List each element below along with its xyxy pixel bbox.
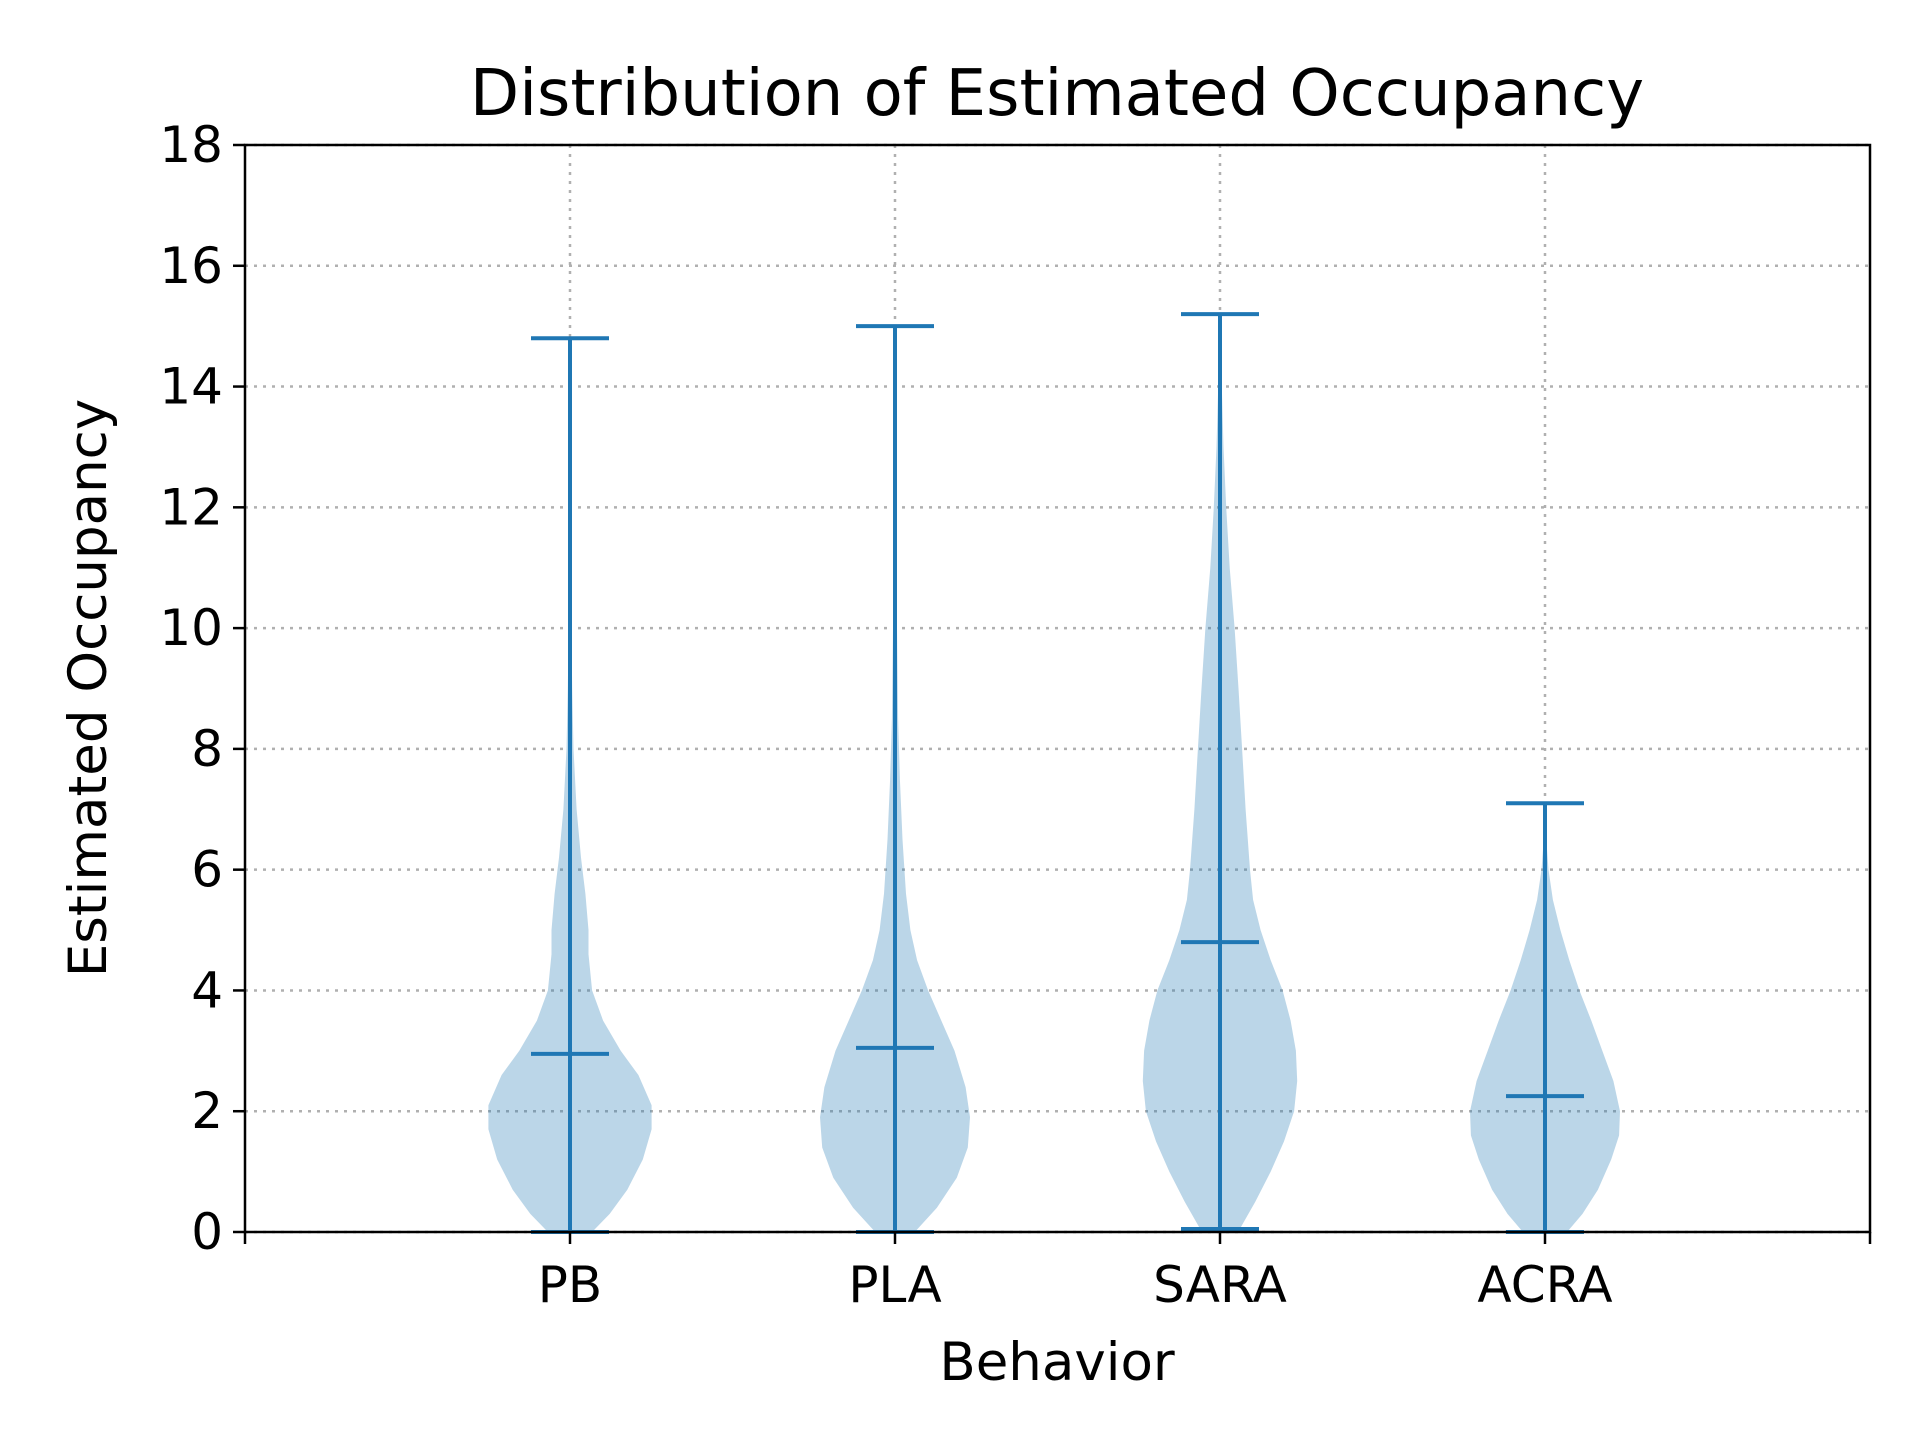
violins [488, 312, 1620, 1234]
y-tick-label: 8 [191, 720, 223, 778]
x-tick-label: PLA [848, 1256, 941, 1314]
y-tick-label: 18 [159, 116, 223, 174]
x-tick-label: PB [538, 1256, 602, 1314]
violin-sara [1142, 312, 1298, 1231]
chart-title: Distribution of Estimated Occupancy [470, 57, 1644, 131]
violin-pla [820, 324, 970, 1234]
x-tick-label: SARA [1153, 1256, 1287, 1314]
violin-acra [1470, 801, 1620, 1234]
y-tick-label: 4 [191, 961, 223, 1019]
y-tick-label: 14 [159, 358, 223, 416]
grid-lines [245, 143, 1870, 1234]
y-tick-label: 6 [191, 841, 223, 899]
y-tick-label: 2 [191, 1082, 223, 1140]
y-tick-label: 16 [159, 237, 223, 295]
x-tick-label: ACRA [1477, 1256, 1612, 1314]
y-axis-label: Estimated Occupancy [58, 399, 119, 977]
y-tick-label: 0 [191, 1203, 223, 1261]
y-tick-label: 10 [159, 599, 223, 657]
x-axis-label: Behavior [939, 1332, 1175, 1393]
plot-frame [243, 143, 1872, 1234]
violin-pb [488, 336, 652, 1234]
y-tick-label: 12 [159, 478, 223, 536]
ticks: 0 2 4 6 8 10 12 14 16 18 PB PLA SARA ACRA [159, 116, 1872, 1314]
